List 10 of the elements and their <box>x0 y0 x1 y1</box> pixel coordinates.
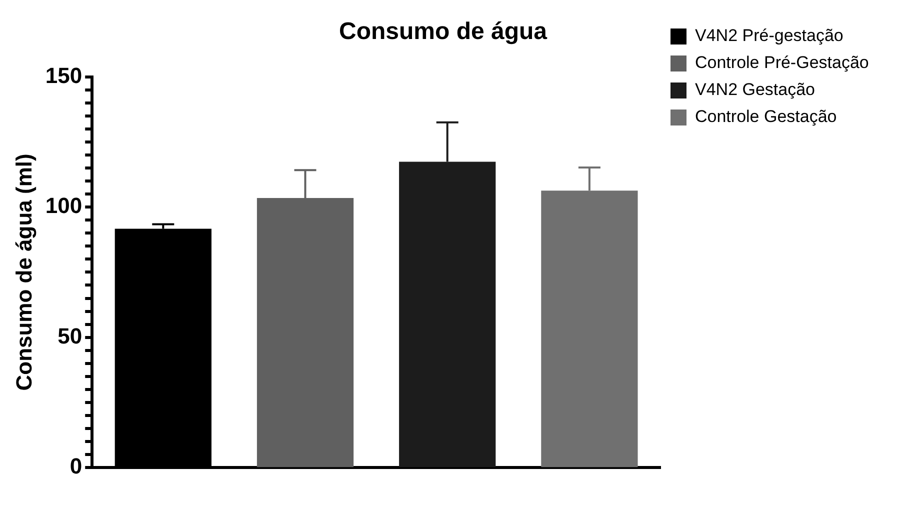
y-tick-label: 0 <box>70 454 82 479</box>
legend-label: V4N2 Pré-gestação <box>695 26 844 46</box>
y-tick-label: 100 <box>45 193 82 218</box>
legend-label: V4N2 Gestação <box>695 80 816 100</box>
legend-label: Controle Gestação <box>695 107 837 126</box>
chart-title: Consumo de água <box>338 18 548 46</box>
y-tick-label: 50 <box>58 323 82 348</box>
y-tick-label: 150 <box>45 62 82 88</box>
y-axis-title: Consumo de água (ml) <box>11 154 36 391</box>
legend-label: Controle Pré-Gestação <box>695 53 869 72</box>
